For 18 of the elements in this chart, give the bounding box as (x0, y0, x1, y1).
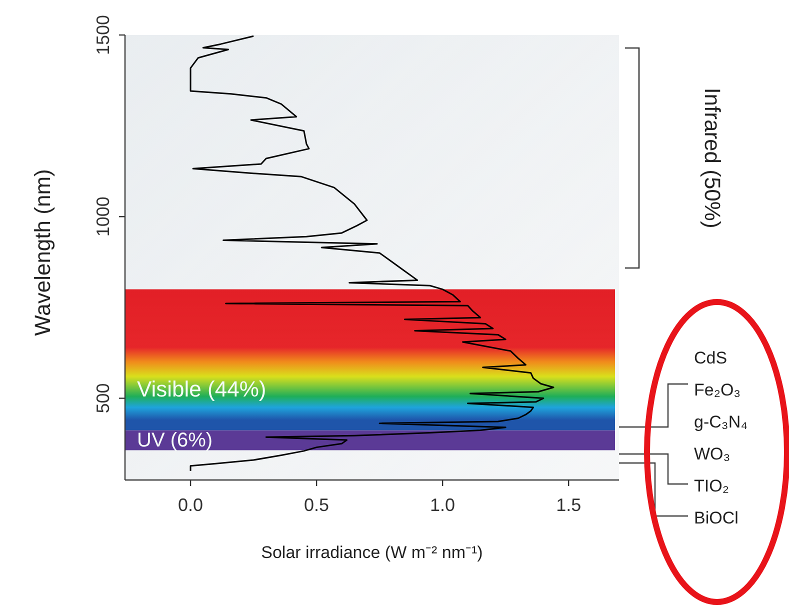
y-tick-label: 500 (93, 383, 113, 414)
y-axis-title: Wavelength (nm) (30, 169, 55, 336)
text: Fe₂O₃ (694, 380, 741, 400)
text: WO₃ (694, 444, 730, 464)
x-tick-label: 1.0 (430, 495, 456, 515)
band-label: Visible (44%) (137, 376, 266, 402)
text: BiOCl (694, 508, 738, 528)
x-tick-label: 1.5 (556, 495, 582, 515)
y-tick-label: 1000 (93, 196, 113, 237)
x-tick-label: 0.0 (178, 495, 204, 515)
x-tick-label: 0.5 (304, 495, 330, 515)
x-axis-title: Solar irradiance (W m⁻² nm⁻¹) (261, 543, 483, 562)
text: TIO₂ (694, 476, 729, 496)
text: CdS (694, 348, 728, 368)
y-tick-label: 1500 (93, 14, 113, 56)
text: Infrared (50%) (700, 88, 725, 228)
band-label: UV (6%) (137, 430, 213, 452)
text: g-C₃N₄ (694, 412, 748, 432)
